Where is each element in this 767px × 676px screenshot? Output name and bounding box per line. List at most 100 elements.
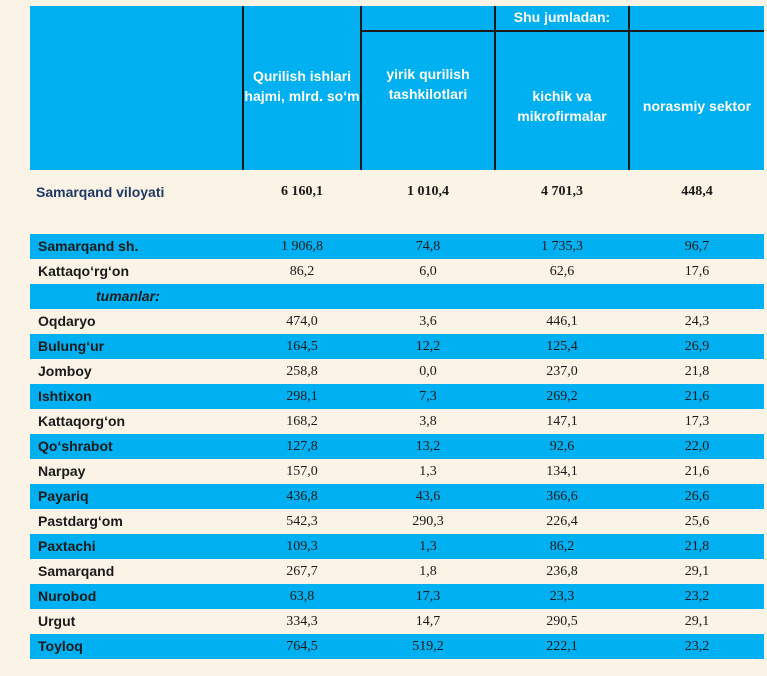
row-value-v1: 764,5	[286, 639, 318, 654]
row-value-v2: 13,2	[415, 439, 441, 454]
row-value-v3: 92,6	[549, 439, 575, 454]
statistics-table: Shu jumladan: Qurilish ishlari hajmi, ml…	[30, 6, 764, 659]
row-value-v1: 436,8	[286, 489, 318, 504]
row-value-v2: 14,7	[415, 614, 441, 629]
row-value-v4: 17,6	[684, 264, 710, 279]
table-row: Payariq 436,8 43,6 366,6 26,6	[30, 484, 764, 509]
row-value-v3: 23,3	[549, 589, 575, 604]
row-value-v4: 26,6	[684, 489, 710, 504]
row-name: Narpay	[38, 463, 86, 479]
row-value-v3: 290,5	[546, 614, 578, 629]
row-value-v3: 222,1	[546, 639, 578, 654]
row-name: Ishtixon	[38, 388, 92, 404]
row-value-v3: 62,6	[549, 264, 575, 279]
table-row: Jomboy 258,8 0,0 237,0 21,8	[30, 359, 764, 384]
row-value-v1: 267,7	[286, 564, 318, 579]
row-name: Nurobod	[38, 588, 97, 604]
row-value-v2: 3,8	[419, 414, 437, 429]
table-row: Samarqand 267,7 1,8 236,8 29,1	[30, 559, 764, 584]
row-value-v1: 157,0	[286, 464, 318, 479]
total-row: Samarqand viloyati 6 160,1 1 010,4 4 701…	[30, 170, 764, 220]
row-name: Pastdarg‘om	[38, 513, 123, 529]
row-value-v2: 7,3	[419, 389, 437, 404]
total-row-name: Samarqand viloyati	[36, 184, 165, 200]
row-value-v3: 237,0	[546, 364, 578, 379]
table-row: Samarqand sh. 1 906,8 74,8 1 735,3 96,7	[30, 234, 764, 259]
row-name: Paxtachi	[38, 538, 96, 554]
row-value-v2: 74,8	[415, 239, 441, 254]
total-v2: 1 010,4	[407, 184, 449, 199]
row-value-v3: 1 735,3	[541, 239, 583, 254]
section-row-districts: tumanlar:	[30, 284, 764, 309]
row-value-v4: 17,3	[684, 414, 710, 429]
table-row: Nurobod 63,8 17,3 23,3 23,2	[30, 584, 764, 609]
row-value-v4: 21,6	[684, 389, 710, 404]
col-header-volume: Qurilish ishlari hajmi, mlrd. so‘m	[244, 68, 360, 104]
table-row: Kattaqo‘rg‘on 86,2 6,0 62,6 17,6	[30, 259, 764, 284]
table-row: Oqdaryo 474,0 3,6 446,1 24,3	[30, 309, 764, 334]
col-header-large-orgs: yirik qurilish tashkilotlari	[386, 66, 470, 102]
row-value-v3: 366,6	[546, 489, 578, 504]
row-name: Jomboy	[38, 363, 92, 379]
section-label: tumanlar:	[96, 288, 160, 304]
row-name: Payariq	[38, 488, 89, 504]
row-value-v2: 519,2	[412, 639, 444, 654]
row-value-v2: 1,3	[419, 464, 437, 479]
row-value-v3: 147,1	[546, 414, 578, 429]
row-value-v3: 134,1	[546, 464, 578, 479]
row-value-v4: 21,8	[684, 539, 710, 554]
row-value-v4: 96,7	[684, 239, 710, 254]
row-value-v1: 542,3	[286, 514, 318, 529]
row-value-v1: 1 906,8	[281, 239, 323, 254]
row-value-v1: 127,8	[286, 439, 318, 454]
table-row: Qo‘shrabot 127,8 13,2 92,6 22,0	[30, 434, 764, 459]
row-value-v4: 26,9	[684, 339, 710, 354]
total-v1: 6 160,1	[281, 184, 323, 199]
row-name: Samarqand	[38, 563, 115, 579]
table-row: Narpay 157,0 1,3 134,1 21,6	[30, 459, 764, 484]
row-name: Urgut	[38, 613, 76, 629]
row-name: Samarqand sh.	[38, 238, 139, 254]
row-value-v1: 86,2	[289, 264, 315, 279]
row-value-v1: 334,3	[286, 614, 318, 629]
row-name: Kattaqorg‘on	[38, 413, 126, 429]
total-v3: 4 701,3	[541, 184, 583, 199]
table-row: Paxtachi 109,3 1,3 86,2 21,8	[30, 534, 764, 559]
table-row: Kattaqorg‘on 168,2 3,8 147,1 17,3	[30, 409, 764, 434]
row-value-v2: 1,3	[419, 539, 437, 554]
group-header-label: Shu jumladan:	[513, 9, 611, 25]
row-value-v3: 446,1	[546, 314, 578, 329]
row-value-v2: 1,8	[419, 564, 437, 579]
row-name: Oqdaryo	[38, 313, 96, 329]
table-header: Shu jumladan: Qurilish ishlari hajmi, ml…	[30, 6, 764, 170]
row-value-v2: 0,0	[419, 364, 437, 379]
row-value-v1: 298,1	[286, 389, 318, 404]
row-value-v2: 290,3	[412, 514, 444, 529]
row-value-v4: 22,0	[684, 439, 710, 454]
row-value-v2: 12,2	[415, 339, 441, 354]
table-row: Ishtixon 298,1 7,3 269,2 21,6	[30, 384, 764, 409]
row-value-v2: 43,6	[415, 489, 441, 504]
row-name: Bulung‘ur	[38, 338, 105, 354]
row-value-v3: 236,8	[546, 564, 578, 579]
col-header-informal: norasmiy sektor	[642, 98, 752, 114]
row-value-v4: 21,8	[684, 364, 710, 379]
row-value-v4: 24,3	[684, 314, 710, 329]
row-value-v2: 6,0	[419, 264, 437, 279]
row-value-v3: 226,4	[546, 514, 578, 529]
table-row: Urgut 334,3 14,7 290,5 29,1	[30, 609, 764, 634]
row-value-v1: 63,8	[289, 589, 315, 604]
row-value-v3: 125,4	[546, 339, 578, 354]
row-name: Toyloq	[38, 638, 83, 654]
row-value-v1: 474,0	[286, 314, 318, 329]
table-row: Pastdarg‘om 542,3 290,3 226,4 25,6	[30, 509, 764, 534]
row-name: Kattaqo‘rg‘on	[38, 263, 129, 279]
row-value-v1: 109,3	[286, 539, 318, 554]
row-name: Qo‘shrabot	[38, 438, 113, 454]
row-value-v3: 269,2	[546, 389, 578, 404]
row-value-v1: 164,5	[286, 339, 318, 354]
row-value-v2: 17,3	[415, 589, 441, 604]
row-value-v4: 23,2	[684, 589, 710, 604]
row-value-v3: 86,2	[549, 539, 575, 554]
row-value-v1: 258,8	[286, 364, 318, 379]
